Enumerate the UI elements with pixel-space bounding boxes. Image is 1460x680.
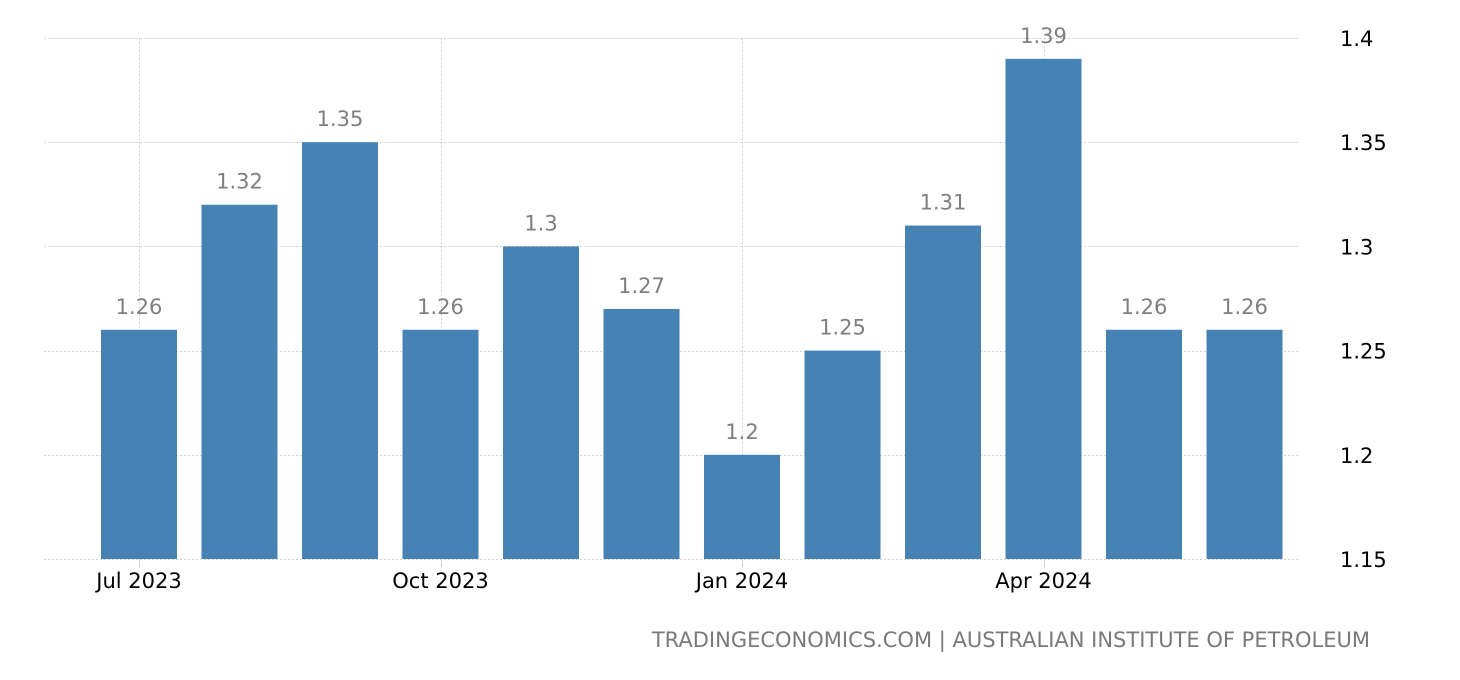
x-tick-label: Jan 2024	[694, 569, 789, 593]
x-axis: Jul 2023 Oct 2023 Jan 2024 Apr 2024	[94, 559, 1092, 593]
data-label: 1.3	[524, 211, 557, 235]
y-tick-label: 1.4	[1340, 27, 1373, 51]
data-label: 1.26	[1121, 295, 1168, 319]
bar	[1005, 58, 1082, 560]
data-label: 1.26	[417, 295, 464, 319]
data-label: 1.32	[216, 170, 263, 194]
x-tick-label: Apr 2024	[995, 569, 1091, 593]
data-label: 1.26	[116, 295, 163, 319]
bar	[905, 225, 981, 559]
x-tick-label: Oct 2023	[392, 569, 488, 593]
bar	[101, 329, 177, 559]
bar	[704, 454, 780, 559]
data-labels: 1.26 1.32 1.35 1.26 1.3 1.27 1.2 1.25 1.31 1.39 1.…	[116, 24, 1268, 444]
bar	[503, 246, 579, 559]
bar	[402, 329, 479, 559]
bar	[1206, 329, 1283, 559]
y-tick-label: 1.3	[1340, 235, 1373, 259]
bar	[804, 350, 881, 559]
bar	[302, 142, 378, 559]
data-label: 1.25	[819, 316, 866, 340]
y-tick-label: 1.35	[1340, 131, 1387, 155]
data-label: 1.2	[725, 420, 758, 444]
bar	[603, 308, 680, 559]
data-label: 1.31	[920, 191, 967, 215]
x-tick-label: Jul 2023	[94, 569, 181, 593]
data-label: 1.35	[317, 107, 364, 131]
bar	[201, 204, 278, 559]
bars	[101, 58, 1283, 560]
bar	[1106, 329, 1182, 559]
bar-chart: 1.26 1.32 1.35 1.26 1.3 1.27 1.2 1.25 1.31 1.39 1.…	[44, 24, 1387, 593]
source-credit: TRADINGECONOMICS.COM | AUSTRALIAN INSTIT…	[651, 628, 1370, 652]
y-axis: 1.15 1.2 1.25 1.3 1.35 1.4	[1340, 27, 1387, 572]
y-tick-label: 1.15	[1340, 548, 1387, 572]
data-label: 1.39	[1020, 24, 1067, 48]
y-tick-label: 1.25	[1340, 340, 1387, 364]
y-tick-label: 1.2	[1340, 444, 1373, 468]
data-label: 1.26	[1221, 295, 1268, 319]
data-label: 1.27	[618, 274, 665, 298]
